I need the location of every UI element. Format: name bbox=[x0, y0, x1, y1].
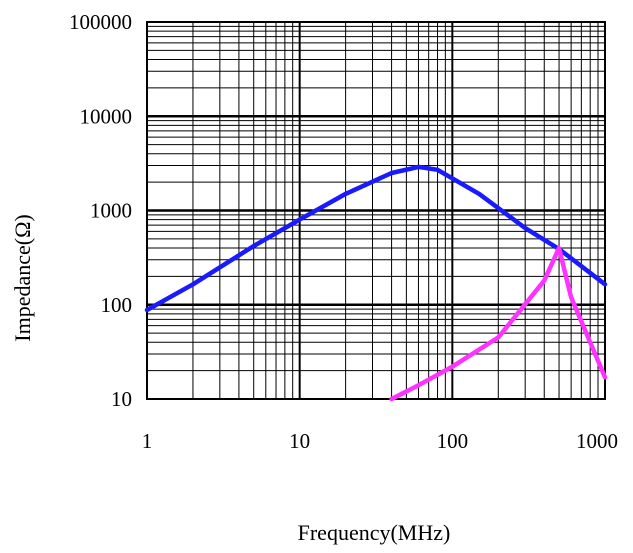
x-axis-title: Frequency(MHz) bbox=[298, 520, 451, 545]
y-tick-label: 10 bbox=[111, 387, 132, 411]
plot-frame bbox=[146, 21, 606, 400]
x-tick-label: 100 bbox=[437, 429, 469, 453]
y-tick-labels: 10 100 1000 10000 100000 bbox=[69, 10, 132, 411]
x-tick-label: 1000 bbox=[576, 429, 618, 453]
y-tick-label: 10000 bbox=[80, 104, 133, 128]
x-tick-label: 10 bbox=[289, 429, 310, 453]
y-tick-label: 1000 bbox=[90, 199, 132, 223]
series-line-1 bbox=[144, 164, 608, 313]
series-group bbox=[144, 164, 608, 402]
series-line-2 bbox=[389, 245, 608, 402]
y-tick-label: 100000 bbox=[69, 10, 132, 34]
y-axis-title: Impedance(Ω) bbox=[10, 214, 35, 342]
grid bbox=[147, 22, 605, 399]
x-tick-labels: 1 10 100 1000 bbox=[142, 429, 618, 453]
x-tick-label: 1 bbox=[142, 429, 153, 453]
y-tick-label: 100 bbox=[101, 293, 133, 317]
